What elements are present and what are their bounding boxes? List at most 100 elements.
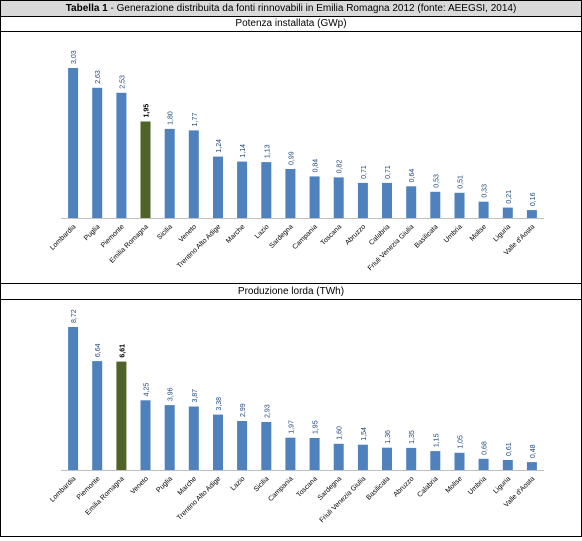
- bar-marche: [188, 406, 199, 470]
- bar-lombardia: [68, 68, 79, 218]
- category-label-umbria: Umbria: [467, 475, 488, 496]
- category-label-sicilia: Sicilia: [253, 475, 271, 493]
- bar-abruzzo: [357, 182, 368, 218]
- bar-friuli-venezia-giulia: [357, 444, 368, 470]
- value-label-basilicata: 1,36: [385, 430, 392, 444]
- category-label-calabria: Calabria: [368, 223, 391, 246]
- category-label-marche: Marche: [225, 223, 247, 245]
- bar-toscana: [333, 177, 344, 218]
- bar-sicilia: [164, 128, 175, 218]
- category-label-veneto: Veneto: [178, 223, 198, 243]
- bar-calabria: [382, 182, 392, 218]
- table-caption-text: - Generazione distribuita da fonti rinno…: [107, 3, 517, 14]
- table-caption: Tabella 1 - Generazione distribuita da f…: [1, 1, 581, 17]
- value-label-lazio: 2,99: [240, 403, 247, 417]
- bar-sicilia: [261, 422, 272, 470]
- bar-puglia: [164, 405, 175, 470]
- category-label-molise: Molise: [445, 475, 464, 494]
- value-label-friuli-venezia-giulia: 1,54: [361, 427, 368, 441]
- category-label-abruzzo: Abruzzo: [344, 223, 367, 246]
- bar-calabria: [430, 451, 441, 470]
- value-label-molise: 1,05: [457, 435, 464, 449]
- category-label-toscana: Toscana: [296, 475, 319, 498]
- bar-emilia-romagna: [140, 121, 151, 218]
- value-label-piemonte: 6,64: [95, 343, 102, 357]
- value-label-liguria: 0,21: [506, 190, 513, 204]
- bar-basilicata: [430, 191, 441, 218]
- bar-lombardia: [68, 327, 79, 470]
- category-label-marche: Marche: [177, 475, 199, 497]
- value-label-campania: 0,84: [313, 159, 320, 173]
- category-label-lazio: Lazio: [254, 223, 271, 240]
- bar-molise: [454, 452, 465, 470]
- bar-trentino-alto-adige: [213, 156, 223, 218]
- category-label-molise: Molise: [469, 223, 488, 242]
- value-label-trentino-alto-adige: 3,38: [216, 397, 223, 411]
- value-label-campania: 1,97: [288, 420, 295, 434]
- category-label-liguria: Liguria: [492, 475, 512, 495]
- value-label-sardegna: 1,60: [337, 426, 344, 440]
- bar-toscana: [309, 438, 320, 470]
- category-label-lombardia: Lombardia: [49, 223, 77, 251]
- bar-lazio: [261, 162, 272, 218]
- value-label-abruzzo: 0,71: [361, 165, 368, 179]
- bar-emilia-romagna: [116, 361, 127, 470]
- value-label-marche: 3,87: [192, 389, 199, 403]
- value-label-basilicata: 0,53: [433, 174, 440, 188]
- bar-piemonte: [116, 92, 127, 218]
- value-label-veneto: 1,77: [192, 113, 199, 127]
- bar-liguria: [502, 460, 513, 470]
- value-label-marche: 1,14: [240, 144, 247, 158]
- category-label-campania: Campania: [291, 223, 319, 251]
- bar-sardegna: [285, 169, 296, 218]
- value-label-sicilia: 2,93: [264, 404, 271, 418]
- value-label-puglia: 3,96: [168, 387, 175, 401]
- value-label-molise: 0,33: [482, 184, 489, 198]
- category-label-abruzzo: Abruzzo: [392, 475, 415, 498]
- table-label: Tabella 1: [65, 3, 108, 14]
- value-label-valle-d-aosta: 0,16: [530, 192, 537, 206]
- category-label-veneto: Veneto: [130, 475, 150, 495]
- value-label-abruzzo: 1,35: [409, 430, 416, 444]
- bar-valle-d-aosta: [526, 462, 537, 470]
- bar-umbria: [478, 458, 489, 470]
- value-label-valle-d-aosta: 0,48: [530, 444, 537, 458]
- category-label-calabria: Calabria: [416, 475, 439, 498]
- category-label-liguria: Liguria: [492, 223, 512, 243]
- category-label-trentino-alto-adige: Trentino Alto Adige: [176, 223, 222, 269]
- category-label-lombardia: Lombardia: [49, 475, 77, 503]
- value-label-umbria: 0,68: [482, 441, 489, 455]
- value-label-trentino-alto-adige: 1,24: [216, 139, 223, 153]
- value-label-calabria: 1,15: [433, 433, 440, 447]
- category-label-basilicata: Basilicata: [365, 475, 391, 501]
- bar-friuli-venezia-giulia: [406, 186, 417, 218]
- bar-puglia: [92, 87, 103, 218]
- bar-lazio: [237, 421, 248, 470]
- value-label-piemonte: 2,53: [119, 75, 126, 89]
- category-label-friuli-venezia-giulia: Friuli Venezia Giulia: [319, 475, 368, 524]
- value-label-umbria: 0,51: [457, 175, 464, 189]
- category-label-basilicata: Basilicata: [414, 223, 440, 249]
- value-label-sardegna: 0,99: [288, 151, 295, 165]
- bar-campania: [309, 176, 320, 218]
- value-label-sicilia: 1,80: [168, 111, 175, 125]
- category-label-puglia: Puglia: [155, 475, 174, 494]
- bar-campania: [285, 437, 296, 470]
- category-label-trentino-alto-adige: Trentino Alto Adige: [176, 475, 222, 521]
- chart-1-title: Potenza installata (GWp): [1, 17, 581, 32]
- category-label-sicilia: Sicilia: [156, 223, 174, 241]
- value-label-lazio: 1,13: [264, 144, 271, 158]
- value-label-friuli-venezia-giulia: 0,64: [409, 169, 416, 183]
- bar-veneto: [140, 400, 151, 470]
- category-label-puglia: Puglia: [83, 223, 102, 242]
- bar-trentino-alto-adige: [213, 414, 223, 470]
- value-label-toscana: 0,82: [337, 160, 344, 174]
- bar-veneto: [188, 130, 199, 218]
- value-label-veneto: 4,25: [144, 383, 151, 397]
- category-label-lazio: Lazio: [230, 475, 247, 492]
- bar-marche: [237, 161, 248, 218]
- value-label-puglia: 2,63: [95, 70, 102, 84]
- category-label-friuli-venezia-giulia: Friuli Venezia Giulia: [367, 223, 416, 272]
- chart-2: 8,72 Lombardia 6,64 Piemonte 6,61 Emilia Roma…: [1, 300, 581, 536]
